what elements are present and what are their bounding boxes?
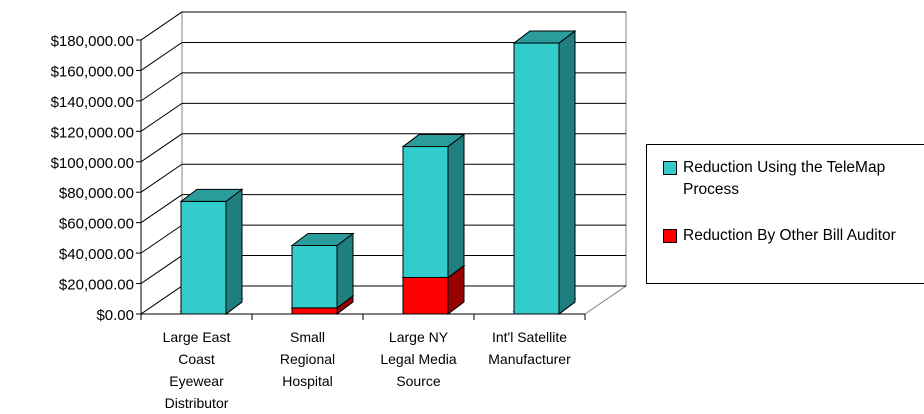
side-wall (140, 11, 183, 315)
y-tick-label: $40,000.00 (59, 246, 134, 263)
bar-top-face (401, 134, 466, 148)
gridline (140, 41, 626, 71)
legend-swatch-other-auditor (663, 229, 677, 243)
x-category-label-line: Large NY (389, 329, 449, 345)
x-category-label-line: Manufacturer (488, 351, 571, 367)
x-category-label-line: Coast (178, 351, 215, 367)
gridline (140, 72, 626, 102)
bar-3-series-1 (512, 30, 577, 315)
bar-1-series-1 (290, 232, 355, 309)
bar-side-face (336, 232, 354, 309)
bar-front-face (402, 276, 449, 315)
y-tick-label: $0.00 (96, 307, 134, 324)
x-category-label-line: Regional (280, 351, 335, 367)
bar-top-face (290, 233, 355, 246)
y-tick-label: $100,000.00 (51, 155, 134, 172)
bar-front-face (180, 200, 227, 315)
x-category-label: Int'l Satellite Manufacturer (488, 329, 571, 367)
x-category-label-line: Source (396, 373, 441, 389)
legend-item-telemap: Reduction Using the TeleMap Process (663, 157, 923, 201)
y-axis-tick-labels: $0.00 $20,000.00 $40,000.00 $60,000.00 $80,0… (51, 33, 134, 324)
x-category-label-line: Legal Media (380, 351, 456, 367)
x-category-label-line: Hospital (282, 373, 333, 389)
gridline (140, 133, 626, 163)
y-tick-label: $140,000.00 (51, 94, 134, 111)
bar-front-face (291, 307, 338, 315)
y-tick-label: $60,000.00 (59, 216, 134, 233)
x-category-label-line: Distributor (165, 395, 229, 411)
legend: Reduction Using the TeleMap Process Redu… (646, 144, 924, 284)
bar-0-series-1 (179, 188, 244, 315)
y-tick-label: $80,000.00 (59, 185, 134, 202)
x-category-label-line: Small (290, 329, 325, 345)
legend-label-other-auditor: Reduction By Other Bill Auditor (683, 227, 896, 244)
bar-top-face (512, 30, 577, 44)
legend-swatch-telemap (663, 161, 677, 175)
legend-item-other-auditor: Reduction By Other Bill Auditor (663, 225, 923, 247)
bar-top-face (179, 188, 244, 202)
y-tick-label: $160,000.00 (51, 63, 134, 80)
x-category-label: Large East Coast Eyewear Distributor (163, 329, 231, 411)
y-tick-label: $120,000.00 (51, 124, 134, 141)
x-category-label: Small Regional Hospital (280, 329, 335, 389)
bar-side-face (558, 30, 576, 315)
bar-2-series-1 (401, 133, 466, 279)
bar-front-face (291, 245, 338, 309)
bar-front-face (513, 42, 560, 315)
y-tick-label: $20,000.00 (59, 277, 134, 294)
x-category-label-line: Large East (163, 329, 231, 345)
gridline (140, 11, 626, 41)
bar-side-face (447, 133, 465, 279)
bar-side-face (225, 188, 243, 315)
x-category-label: Large NY Legal Media Source (380, 329, 456, 389)
x-category-label-line: Eyewear (169, 373, 224, 389)
bars (179, 30, 577, 315)
x-category-label-line: Int'l Satellite (492, 329, 567, 345)
y-tick-label: $180,000.00 (51, 33, 134, 50)
x-axis-category-labels: Large East Coast Eyewear Distributor Small Re… (140, 313, 586, 411)
bar-front-face (402, 146, 449, 278)
gridline (140, 102, 626, 132)
legend-label-telemap: Reduction Using the TeleMap Process (683, 159, 886, 198)
gridline (140, 194, 626, 224)
gridline (140, 163, 626, 193)
